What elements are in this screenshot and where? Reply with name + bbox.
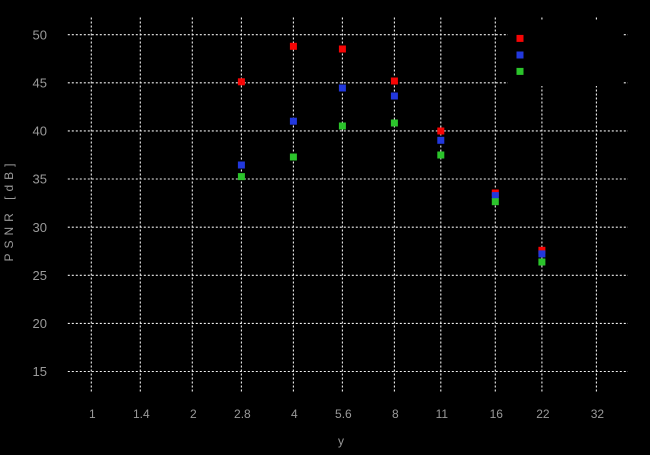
svg-text:5.6: 5.6	[335, 407, 352, 421]
svg-text:8: 8	[392, 407, 399, 421]
svg-text:4: 4	[291, 407, 298, 421]
svg-text:22: 22	[536, 407, 550, 421]
svg-text:11: 11	[436, 407, 449, 421]
svg-text:1: 1	[89, 407, 96, 421]
svg-text:PSNR [dB]: PSNR [dB]	[2, 158, 16, 261]
svg-text:32: 32	[591, 407, 605, 421]
svg-text:35: 35	[33, 172, 47, 187]
svg-text:45: 45	[33, 75, 47, 90]
svg-text:y: y	[338, 434, 344, 448]
svg-text:2: 2	[190, 407, 197, 421]
svg-text:15: 15	[33, 364, 47, 379]
svg-text:25: 25	[33, 268, 47, 283]
svg-text:20: 20	[33, 316, 47, 331]
svg-text:2.8: 2.8	[234, 407, 251, 421]
svg-text:30: 30	[33, 220, 47, 235]
svg-text:50: 50	[33, 27, 47, 42]
svg-text:1.4: 1.4	[133, 407, 150, 421]
svg-text:40: 40	[33, 124, 47, 139]
svg-text:16: 16	[490, 407, 504, 421]
